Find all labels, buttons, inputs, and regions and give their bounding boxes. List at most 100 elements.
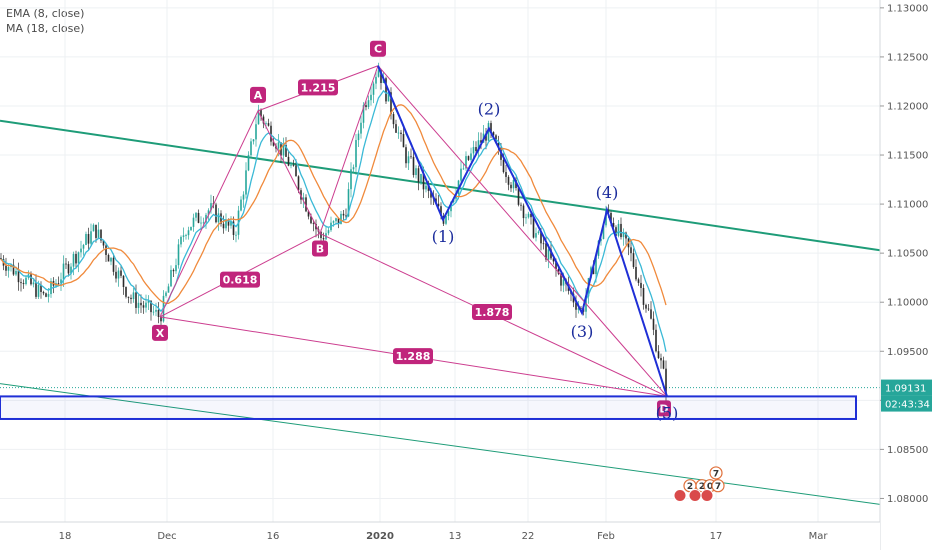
price-tick-label: 1.11500	[887, 151, 928, 162]
pattern-point-d[interactable]: D	[657, 400, 671, 417]
candle-body	[57, 283, 60, 284]
countdown-badge[interactable]	[881, 395, 932, 412]
candle-body	[210, 203, 212, 211]
candle-body	[167, 286, 170, 293]
candle-body	[490, 123, 492, 133]
candle-body	[547, 249, 550, 260]
candle-body	[425, 185, 427, 190]
support-zone[interactable]	[0, 395, 857, 420]
candle-body	[550, 249, 552, 259]
time-axis[interactable]: 18 Dec 16 2020 13 22 Feb 17 Mar	[0, 521, 880, 550]
candle-body	[370, 94, 372, 101]
candle-body	[617, 223, 620, 236]
candle-body	[645, 304, 647, 309]
candle-body	[125, 287, 127, 297]
candle-body	[652, 318, 655, 330]
pattern-point-c[interactable]: C	[370, 40, 386, 57]
flag-icon[interactable]	[700, 489, 714, 503]
candle-body	[527, 213, 530, 218]
candle-body	[470, 153, 472, 160]
support-zone-rect[interactable]	[0, 395, 857, 420]
ratio-label-bg	[298, 79, 338, 96]
candle-body	[507, 176, 510, 185]
wave-path[interactable]	[377, 65, 668, 397]
time-tick-label: Mar	[809, 531, 829, 542]
candle-body	[60, 279, 62, 284]
event-label: 2	[687, 482, 693, 492]
candle-body	[265, 123, 267, 124]
candle-body	[62, 263, 65, 280]
candle-body	[345, 215, 347, 217]
pattern-point-b-bg	[312, 240, 328, 257]
candle-body	[120, 270, 122, 276]
last-price-badge[interactable]	[881, 379, 932, 396]
ratio-label[interactable]: 1.215	[298, 79, 338, 96]
price-tick-label: 1.09500	[887, 347, 928, 358]
candle-body	[242, 194, 245, 200]
candle-body	[520, 204, 522, 206]
pattern-point-b[interactable]: B	[312, 240, 328, 257]
candle-body	[110, 257, 112, 262]
candle-body	[555, 261, 557, 270]
candle-body	[390, 92, 392, 115]
price-tick-label: 1.10000	[887, 298, 928, 309]
ratio-label[interactable]: 0.618	[220, 271, 260, 288]
pattern-point-a[interactable]: A	[250, 86, 266, 103]
bc-leg[interactable]	[319, 65, 379, 234]
trendline[interactable]	[0, 383, 881, 505]
flag-icon[interactable]	[673, 489, 687, 503]
elliott-waves[interactable]: (1) (2) (3) (4) (5)	[377, 65, 678, 423]
candle-body	[282, 145, 285, 156]
candle-body	[115, 271, 117, 279]
candle-body	[287, 156, 290, 166]
candle-body	[557, 269, 560, 274]
time-tick-label: 17	[710, 531, 723, 542]
xa-leg[interactable]	[159, 110, 259, 318]
event-marker[interactable]: 7	[711, 479, 725, 493]
candle-body	[130, 297, 132, 300]
trendline[interactable]	[0, 119, 881, 252]
time-tick-label: Feb	[597, 531, 615, 542]
candle-body	[122, 275, 125, 288]
time-tick-label: 18	[59, 531, 72, 542]
pattern-point-d-text: D	[659, 402, 668, 415]
candle-body	[525, 217, 527, 219]
candle-body	[665, 368, 667, 394]
candle-body	[225, 219, 227, 229]
ma-line	[0, 104, 667, 306]
candle-body	[95, 224, 97, 238]
candle-body	[620, 223, 622, 238]
candle-body	[662, 360, 665, 369]
candle-body	[135, 292, 137, 308]
candle-body	[640, 282, 642, 288]
candle-body	[612, 222, 615, 228]
candle-body	[417, 168, 420, 183]
wave-label: (2)	[478, 100, 501, 119]
candle-body	[175, 265, 177, 272]
trendlines[interactable]	[0, 119, 881, 505]
candle-body	[577, 308, 580, 310]
candle-body	[172, 269, 175, 272]
candle-body	[262, 116, 265, 124]
cd-leg[interactable]	[377, 65, 668, 397]
candle-body	[340, 213, 342, 225]
economic-events[interactable]: 72 2 0 7	[673, 466, 725, 503]
candle-body	[0, 258, 2, 260]
ratio-label[interactable]: 1.288	[393, 348, 433, 365]
price-axis[interactable]: 1.13000 1.12500 1.12000 1.11500 1.11000 1.105…	[879, 0, 932, 550]
candle-body	[510, 184, 512, 189]
candle-body	[637, 279, 640, 283]
candle-body	[22, 283, 25, 285]
candle-body	[247, 155, 250, 171]
pattern-point-c-bg	[370, 40, 386, 57]
flag-icon[interactable]	[688, 489, 702, 503]
candle-body	[132, 292, 135, 300]
pattern-point-x[interactable]: X	[152, 324, 168, 341]
candle-body	[335, 218, 337, 222]
ab-leg[interactable]	[257, 110, 321, 234]
harmonic-pattern[interactable]: X A B C 1.215 0.618 1.878 1.288 D	[152, 40, 671, 417]
ratio-label[interactable]: 1.878	[472, 304, 512, 321]
event-marker[interactable]: 7	[709, 466, 723, 480]
candle-body	[215, 204, 217, 223]
